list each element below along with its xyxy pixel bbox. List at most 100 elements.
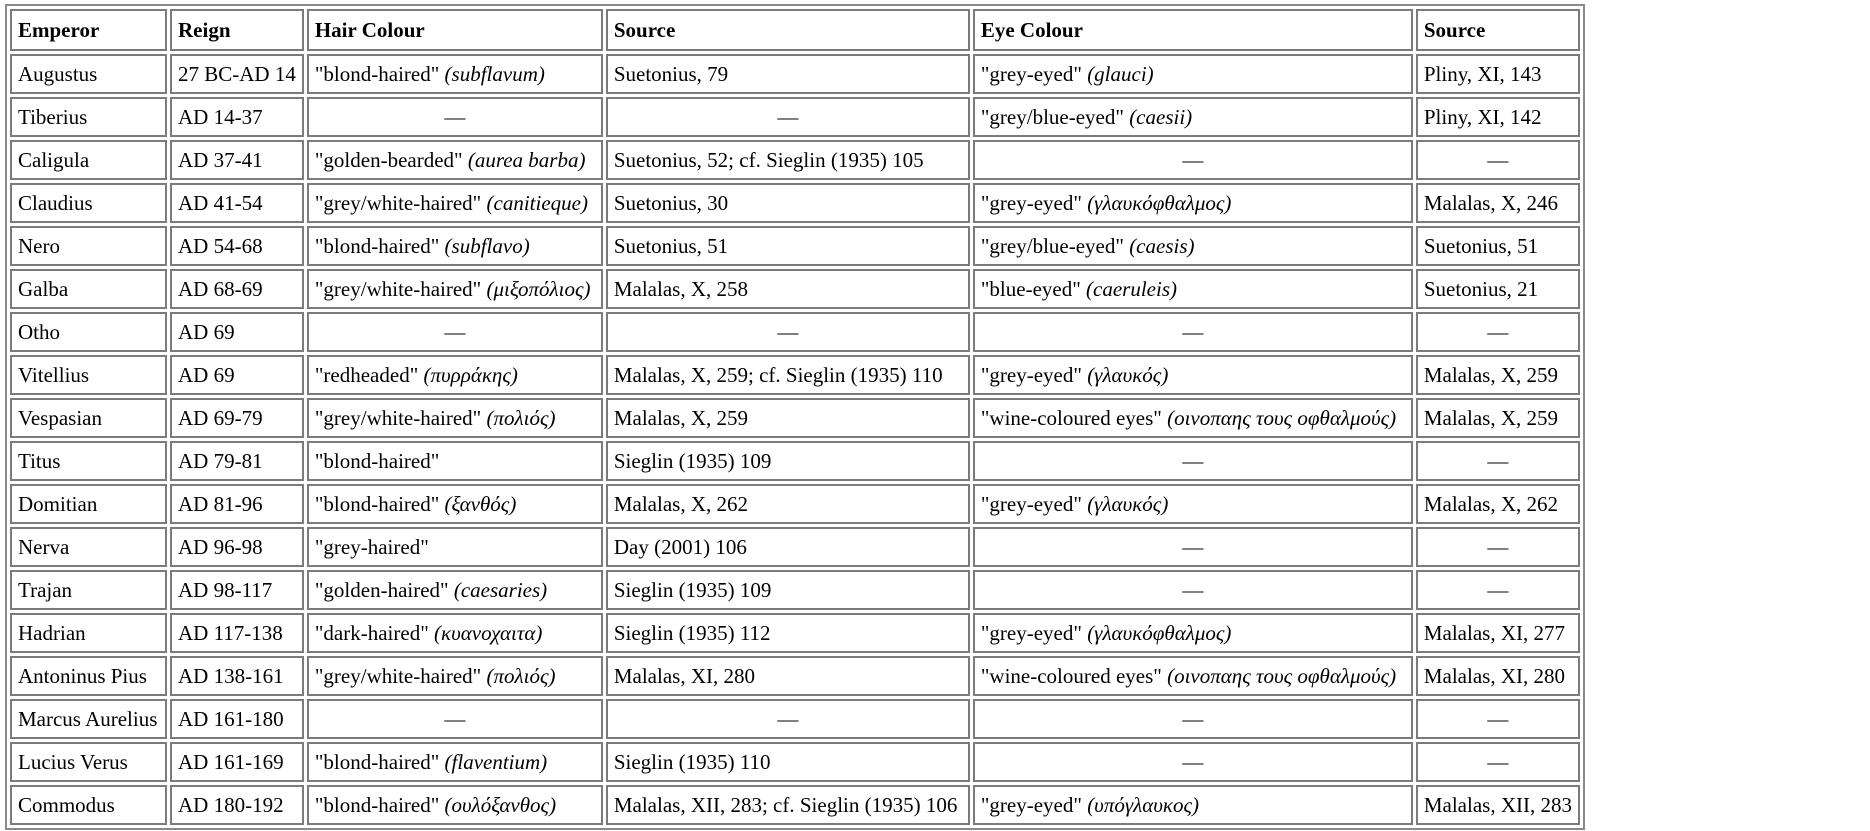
hair-source-cell: Malalas, X, 262: [605, 484, 970, 524]
hair-source-cell: Suetonius, 79: [605, 54, 970, 94]
emperor-cell: Caligula: [10, 140, 167, 180]
emperor-cell: Claudius: [10, 183, 167, 223]
eye-colour-cell-term: "grey/blue-eyed": [980, 233, 1124, 258]
eye-colour-cell: "grey-eyed" (γλαυκός): [972, 355, 1413, 395]
header-eye-source: Source: [1415, 9, 1580, 51]
hair-colour-cell-gloss: (subflavum): [444, 61, 545, 86]
hair-source-cell: Malalas, X, 258: [605, 269, 970, 309]
eye-colour-cell: —: [972, 699, 1413, 739]
hair-colour-cell-gloss: (κυανοχαιτα): [434, 620, 543, 645]
eye-colour-cell-term: "wine-coloured eyes": [980, 405, 1162, 430]
eye-source-cell: Pliny, XI, 142: [1415, 97, 1580, 137]
eye-colour-cell-gloss: (οινοπαης τους οφθαλμούς): [1167, 663, 1397, 688]
hair-colour-cell-term: "grey/white-haired": [314, 276, 482, 301]
emperor-cell: Antoninus Pius: [10, 656, 167, 696]
eye-colour-cell-term: "blue-eyed": [980, 276, 1081, 301]
table-row: Marcus Aurelius AD 161-180— — — —: [10, 699, 1580, 739]
header-hair-colour: Hair Colour: [306, 9, 603, 51]
eye-colour-cell-gloss: (γλαυκός): [1087, 491, 1169, 516]
table-row: Lucius Verus AD 161-169 "blond-haired" (fl…: [10, 742, 1580, 782]
emperor-cell: Vespasian: [10, 398, 167, 438]
hair-colour-cell-gloss: (πολιός): [486, 663, 556, 688]
hair-source-cell: Sieglin (1935) 112: [605, 613, 970, 653]
emperor-cell: Marcus Aurelius: [10, 699, 167, 739]
table-row: Nerva AD 96-98 "grey-haired" Day (2001) 106…: [10, 527, 1580, 567]
eye-source-cell: Malalas, X, 259: [1415, 355, 1580, 395]
header-hair-source: Source: [605, 9, 970, 51]
hair-source-cell: Malalas, X, 259: [605, 398, 970, 438]
hair-colour-cell: "blond-haired" (flaventium): [306, 742, 603, 782]
table-row: Tiberius AD 14-37— — "grey/blue-eyed" (caes…: [10, 97, 1580, 137]
table-row: Augustus 27 BC-AD 14 "blond-haired" (subfl…: [10, 54, 1580, 94]
hair-colour-cell-term: "golden-bearded": [314, 147, 463, 172]
hair-source-cell: Suetonius, 30: [605, 183, 970, 223]
header-eye-colour: Eye Colour: [972, 9, 1413, 51]
eye-colour-cell: —: [972, 527, 1413, 567]
eye-colour-cell-term: "grey-eyed": [980, 620, 1082, 645]
hair-colour-cell: "grey/white-haired" (μιξοπόλιος): [306, 269, 603, 309]
table-row: Trajan AD 98-117 "golden-haired" (caesarie…: [10, 570, 1580, 610]
reign-cell: AD 54-68: [170, 226, 304, 266]
table-row: Galba AD 68-69 "grey/white-haired" (μιξοπό…: [10, 269, 1580, 309]
hair-colour-cell-term: "blond-haired": [314, 448, 440, 473]
emperor-cell: Titus: [10, 441, 167, 481]
hair-colour-cell: "grey/white-haired" (canitieque): [306, 183, 603, 223]
eye-source-cell: Malalas, XI, 277: [1415, 613, 1580, 653]
reign-cell: AD 98-117: [170, 570, 304, 610]
reign-cell: AD 180-192: [170, 785, 304, 825]
emperor-cell: Lucius Verus: [10, 742, 167, 782]
header-emperor: Emperor: [10, 9, 167, 51]
hair-colour-cell: "blond-haired" (ουλόξανθος): [306, 785, 603, 825]
emperor-cell: Hadrian: [10, 613, 167, 653]
hair-source-cell: Suetonius, 51: [605, 226, 970, 266]
hair-colour-cell: "redheaded" (πυρράκης): [306, 355, 603, 395]
eye-source-cell: —: [1415, 699, 1580, 739]
hair-colour-cell-term: "golden-haired": [314, 577, 449, 602]
hair-colour-cell-term: "grey/white-haired": [314, 663, 482, 688]
eye-source-cell: Pliny, XI, 143: [1415, 54, 1580, 94]
hair-source-cell: Malalas, X, 259; cf. Sieglin (1935) 110: [605, 355, 970, 395]
reign-cell: AD 138-161: [170, 656, 304, 696]
table-header: Emperor Reign Hair Colour Source Eye Col…: [10, 9, 1580, 51]
table-row: Otho AD 69— — — —: [10, 312, 1580, 352]
emperor-cell: Otho: [10, 312, 167, 352]
header-reign: Reign: [170, 9, 304, 51]
table-row: Caligula AD 37-41 "golden-bearded" (aurea …: [10, 140, 1580, 180]
eye-colour-cell: "grey-eyed" (γλαυκόφθαλμος): [972, 183, 1413, 223]
hair-colour-cell: "blond-haired": [306, 441, 603, 481]
table-row: Claudius AD 41-54 "grey/white-haired" (can…: [10, 183, 1580, 223]
emperors-table: Emperor Reign Hair Colour Source Eye Col…: [5, 4, 1585, 830]
eye-colour-cell: "grey-eyed" (γλαυκός): [972, 484, 1413, 524]
eye-colour-cell-term: "grey-eyed": [980, 491, 1082, 516]
eye-colour-cell-gloss: (οινοπαης τους οφθαλμούς): [1167, 405, 1397, 430]
emperor-cell: Commodus: [10, 785, 167, 825]
hair-colour-cell-term: "grey/white-haired": [314, 405, 482, 430]
hair-colour-cell: "dark-haired" (κυανοχαιτα): [306, 613, 603, 653]
hair-colour-cell-term: "dark-haired": [314, 620, 429, 645]
emperor-cell: Galba: [10, 269, 167, 309]
eye-source-cell: —: [1415, 441, 1580, 481]
hair-colour-cell-gloss: (subflavo): [444, 233, 530, 258]
hair-source-cell: Sieglin (1935) 110: [605, 742, 970, 782]
eye-source-cell: Malalas, XII, 283: [1415, 785, 1580, 825]
eye-source-cell: —: [1415, 742, 1580, 782]
hair-source-cell: Sieglin (1935) 109: [605, 570, 970, 610]
hair-colour-cell-term: "grey/white-haired": [314, 190, 482, 215]
table-row: Nero AD 54-68 "blond-haired" (subflavo) Sue…: [10, 226, 1580, 266]
hair-colour-cell-term: "grey-haired": [314, 534, 429, 559]
reign-cell: AD 68-69: [170, 269, 304, 309]
emperor-cell: Nero: [10, 226, 167, 266]
reign-cell: AD 161-180: [170, 699, 304, 739]
hair-colour-cell-gloss: (πυρράκης): [423, 362, 518, 387]
table-row: Vitellius AD 69 "redheaded" (πυρράκης) Mala…: [10, 355, 1580, 395]
eye-colour-cell: —: [972, 742, 1413, 782]
reign-cell: AD 81-96: [170, 484, 304, 524]
eye-colour-cell-gloss: (glauci): [1087, 61, 1154, 86]
eye-source-cell: Malalas, XI, 280: [1415, 656, 1580, 696]
reign-cell: AD 117-138: [170, 613, 304, 653]
hair-source-cell: —: [605, 699, 970, 739]
reign-cell: AD 41-54: [170, 183, 304, 223]
eye-source-cell: Suetonius, 51: [1415, 226, 1580, 266]
hair-colour-cell-gloss: (flaventium): [444, 749, 548, 774]
header-row: Emperor Reign Hair Colour Source Eye Col…: [10, 9, 1580, 51]
